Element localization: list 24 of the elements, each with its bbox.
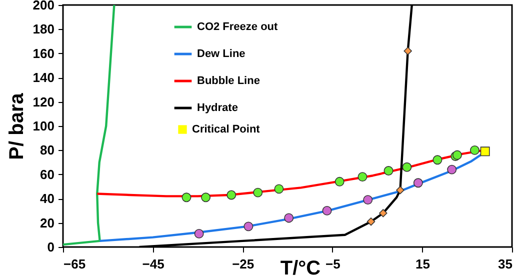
x-tick-label: −5 <box>325 256 340 272</box>
x-tick-label: −45 <box>142 256 164 272</box>
y-tick-label: 100 <box>32 118 54 134</box>
x-tick-label: 35 <box>498 256 512 272</box>
x-axis-title: T/°C <box>280 258 321 279</box>
y-axis-title: P/ bara <box>6 92 28 160</box>
x-tick-label: −65 <box>64 256 86 272</box>
y-tick-label: 60 <box>40 166 54 182</box>
x-tick-label: 15 <box>415 256 430 272</box>
y-tick-label: 120 <box>32 94 54 110</box>
y-tick-label: 40 <box>40 191 54 206</box>
y-tick-label: 140 <box>32 70 54 86</box>
y-tick-label: 180 <box>32 22 54 37</box>
y-tick-label: 0 <box>47 240 54 254</box>
x-tick-label: −25 <box>232 256 254 272</box>
y-tick-label: 20 <box>40 215 54 230</box>
y-tick-label: 80 <box>40 142 54 158</box>
legend-label: Bubble Line <box>197 75 260 87</box>
legend-label: CO2 Freeze out <box>197 21 278 33</box>
legend-label: Hydrate <box>197 102 238 114</box>
legend-label: Critical Point <box>192 124 260 136</box>
y-tick-label: 200 <box>32 0 54 12</box>
y-tick-label: 160 <box>32 46 54 61</box>
legend-label: Dew Line <box>197 48 246 60</box>
